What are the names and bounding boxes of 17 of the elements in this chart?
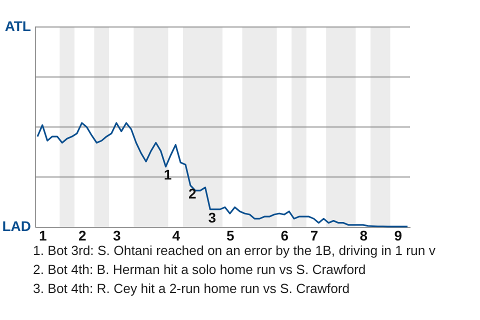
text: LAD — [2, 218, 31, 234]
text: ATL — [4, 18, 32, 34]
x-tick-label: 8 — [360, 228, 368, 244]
x-tick-label: 7 — [310, 228, 318, 244]
x-tick-label: 5 — [226, 228, 235, 244]
annotation: 3 — [208, 209, 216, 226]
annotation: 1 — [164, 166, 172, 183]
text: 3. Bot 4th: R. Cey hit a 2-run home run vs S. Crawford — [33, 281, 350, 296]
text: 1. Bot 3rd: S. Ohtani reached on an error by the 1B, driving in 1 run v — [33, 243, 436, 258]
x-tick-label: 2 — [78, 228, 86, 244]
x-tick-label: 6 — [280, 228, 289, 244]
x-tick-label: 1 — [39, 228, 48, 244]
annotation: 2 — [188, 185, 197, 202]
text: 2. Bot 4th: B. Herman hit a solo home run vs S. Crawford — [33, 262, 366, 277]
x-tick-label: 3 — [113, 228, 122, 244]
x-tick-label: 9 — [394, 228, 402, 244]
x-tick-label: 4 — [172, 228, 180, 244]
